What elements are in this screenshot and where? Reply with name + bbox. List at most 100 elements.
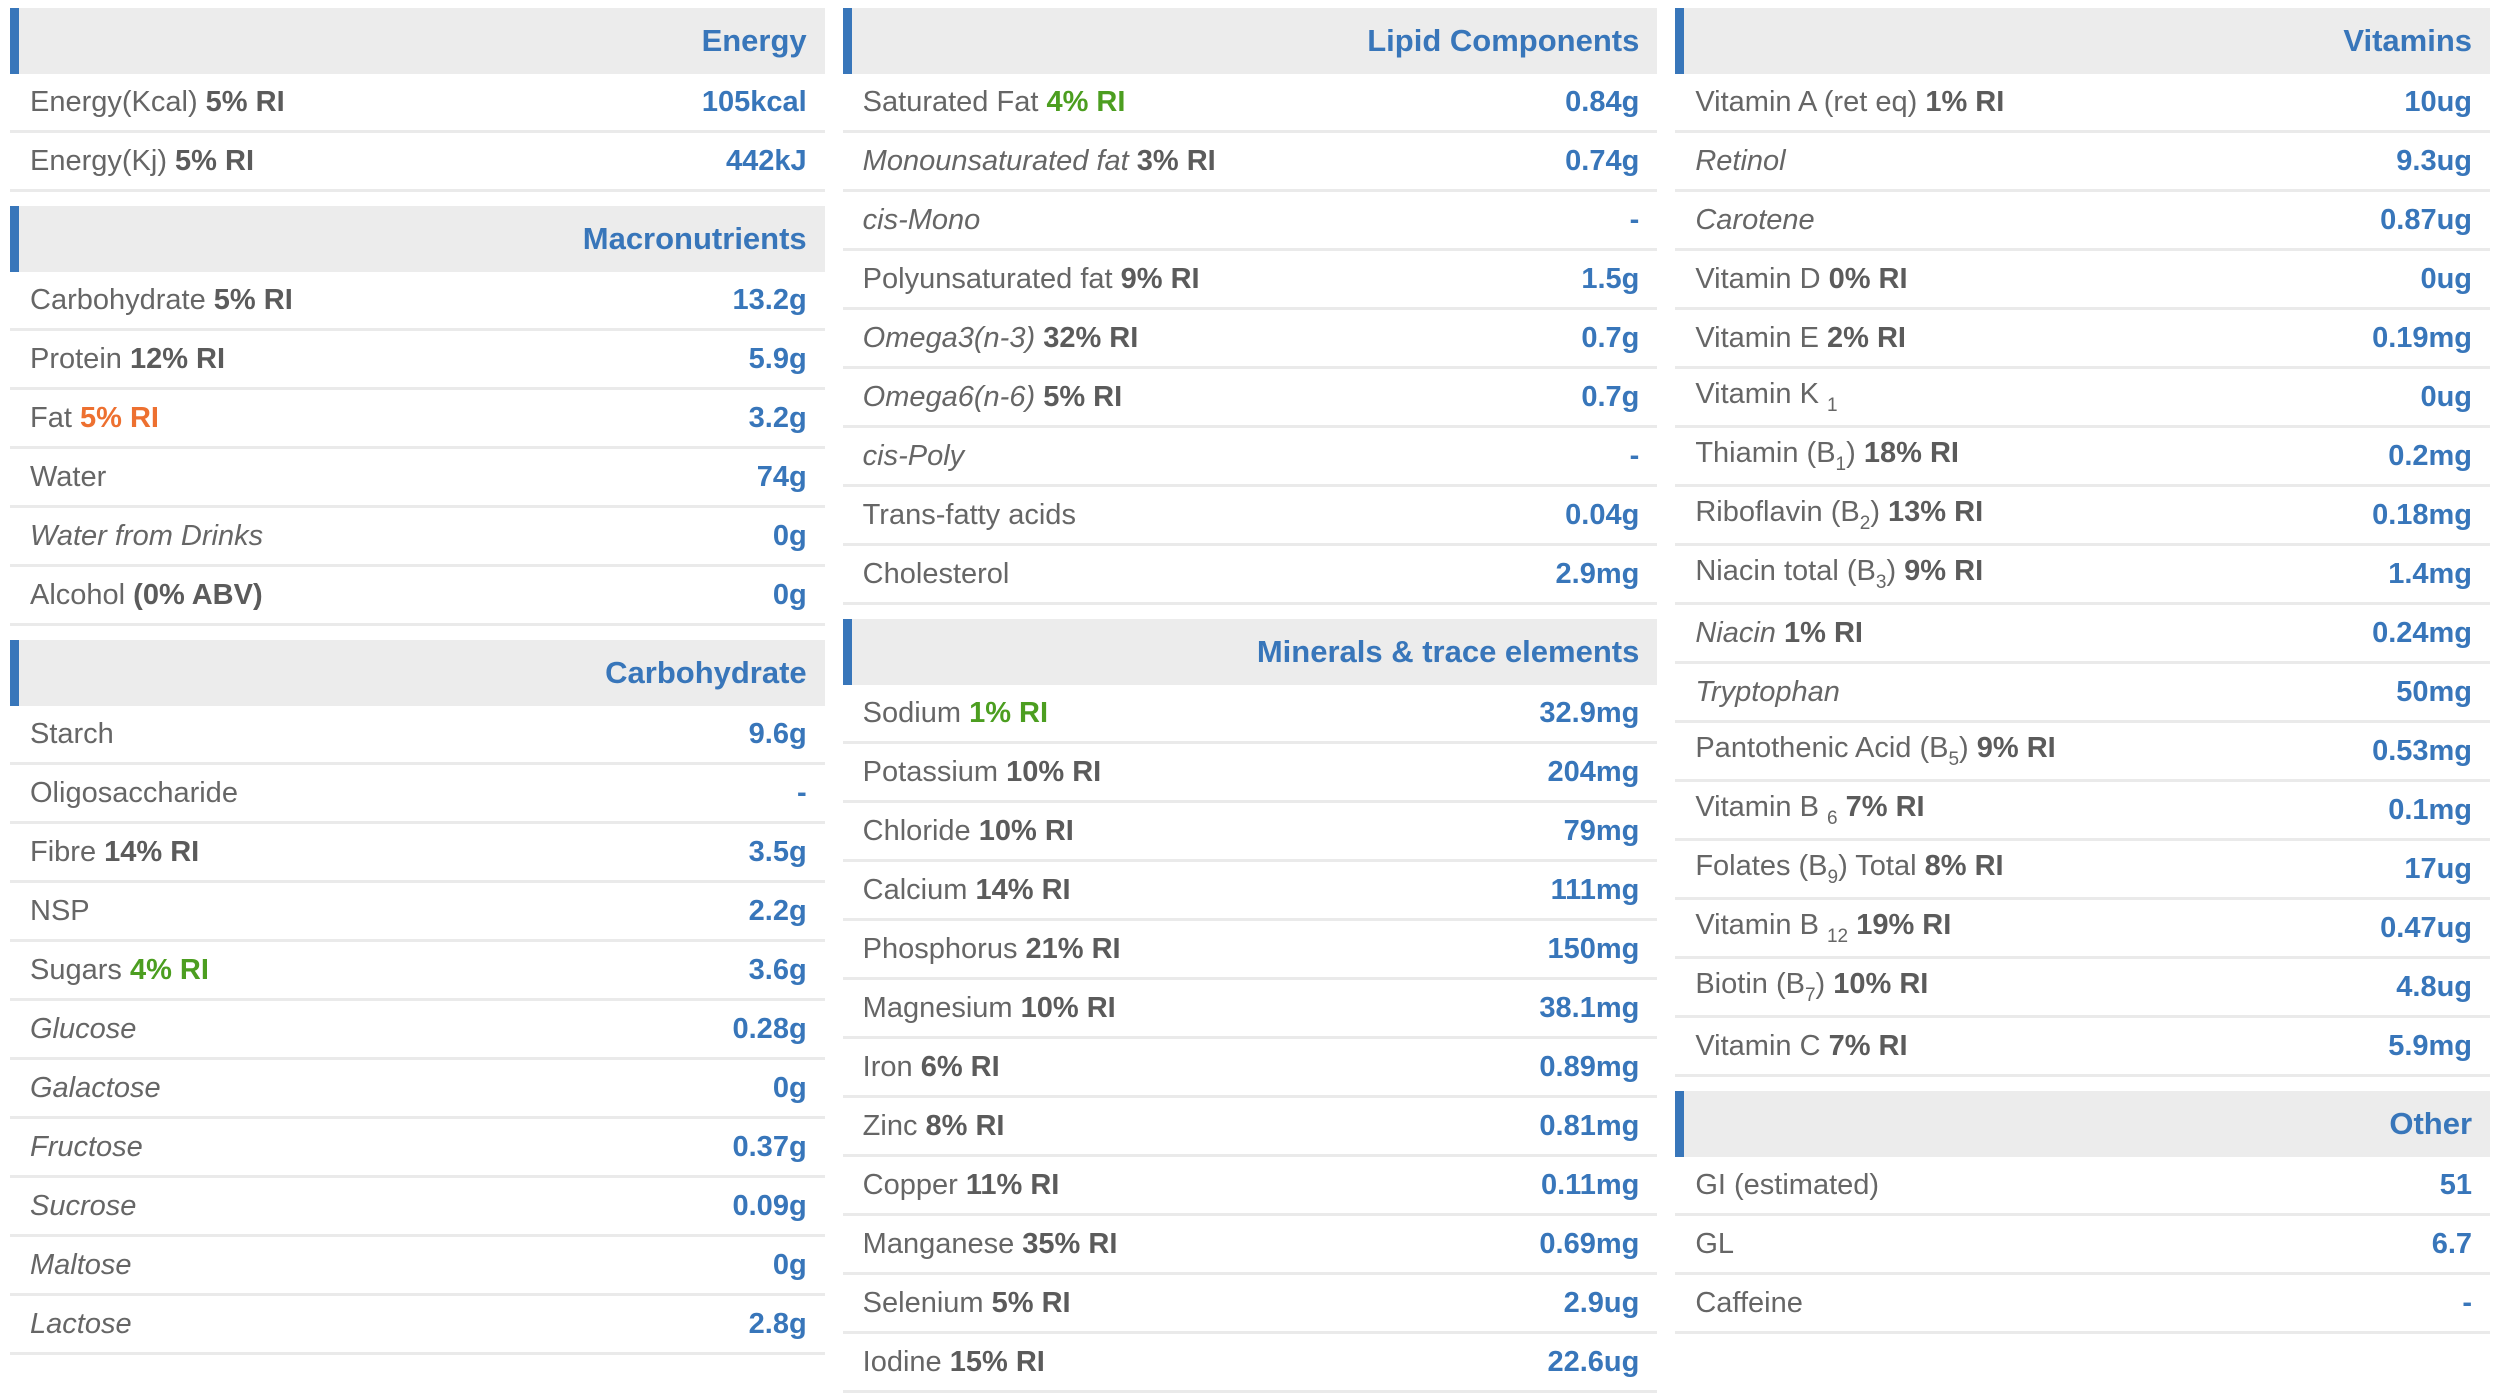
- row-value: 32.9mg: [1539, 696, 1640, 729]
- table-row: GI (estimated) 51: [1675, 1157, 2491, 1216]
- row-label: Vitamin B 6 7% RI: [1695, 790, 1925, 829]
- row-value: 0.84g: [1565, 85, 1640, 118]
- row-label: Thiamin (B1) 18% RI: [1695, 436, 1959, 475]
- row-label: Calcium 14% RI: [862, 873, 1071, 906]
- table-row: Vitamin D 0% RI 0ug: [1675, 251, 2491, 310]
- row-label: Pantothenic Acid (B5) 9% RI: [1695, 731, 2056, 770]
- row-label: Manganese 35% RI: [862, 1227, 1118, 1260]
- row-value: 0.2mg: [2388, 439, 2473, 472]
- table-row: Niacin 1% RI 0.24mg: [1675, 605, 2491, 664]
- table-row: Vitamin B 12 19% RI 0.47ug: [1675, 900, 2491, 959]
- table-row: Omega6(n-6) 5% RI 0.7g: [842, 369, 1658, 428]
- table-row: Energy(Kj) 5% RI 442kJ: [10, 133, 825, 192]
- row-label: Niacin total (B3) 9% RI: [1695, 554, 1984, 593]
- row-label: Vitamin E 2% RI: [1695, 321, 1906, 354]
- row-label: Zinc 8% RI: [862, 1109, 1005, 1142]
- row-label: Carotene: [1695, 203, 1815, 236]
- column-vitamins-other: Vitamins Vitamin A (ret eq) 1% RI 10ug Ret…: [1675, 8, 2491, 1394]
- row-label: Water from Drinks: [30, 519, 264, 552]
- table-row: GL 6.7: [1675, 1216, 2491, 1275]
- row-label: Biotin (B7) 10% RI: [1695, 967, 1929, 1006]
- section-title: Vitamins: [2343, 23, 2473, 58]
- table-row: Oligosaccharide -: [10, 765, 825, 824]
- row-label: Vitamin K 1: [1695, 377, 1838, 416]
- row-value: 2.8g: [748, 1307, 807, 1340]
- table-row: Chloride 10% RI 79mg: [842, 803, 1658, 862]
- row-label: cis-Poly: [862, 439, 965, 472]
- table-row: Manganese 35% RI 0.69mg: [842, 1216, 1658, 1275]
- section-header: Other: [1675, 1091, 2491, 1157]
- section-rows: Vitamin A (ret eq) 1% RI 10ug Retinol 9.3ug…: [1675, 74, 2491, 1077]
- row-value: 0.28g: [732, 1012, 807, 1045]
- table-row: Sodium 1% RI 32.9mg: [842, 685, 1658, 744]
- row-value: 2.9ug: [1563, 1286, 1640, 1319]
- row-label: Sugars 4% RI: [30, 953, 209, 986]
- row-label: Cholesterol: [862, 557, 1010, 590]
- row-label: Chloride 10% RI: [862, 814, 1074, 847]
- row-value: 5.9g: [748, 342, 807, 375]
- table-row: Folates (B9) Total 8% RI 17ug: [1675, 841, 2491, 900]
- row-label: Glucose: [30, 1012, 137, 1045]
- row-value: 3.2g: [748, 401, 807, 434]
- row-label: Sodium 1% RI: [862, 696, 1049, 729]
- table-row: Vitamin E 2% RI 0.19mg: [1675, 310, 2491, 369]
- row-value: 0g: [772, 578, 807, 611]
- table-row: Water from Drinks 0g: [10, 508, 825, 567]
- table-row: Tryptophan 50mg: [1675, 664, 2491, 723]
- table-row: Retinol 9.3ug: [1675, 133, 2491, 192]
- table-row: Iodine 15% RI 22.6ug: [842, 1334, 1658, 1393]
- table-row: Trans-fatty acids 0.04g: [842, 487, 1658, 546]
- section-other: Other GI (estimated) 51 GL 6.7 Caffeine -: [1675, 1091, 2491, 1334]
- table-row: Vitamin A (ret eq) 1% RI 10ug: [1675, 74, 2491, 133]
- section-header: Carbohydrate: [10, 640, 825, 706]
- section-header: Minerals & trace elements: [842, 619, 1658, 685]
- row-value: 1.5g: [1581, 262, 1640, 295]
- row-label: Vitamin D 0% RI: [1695, 262, 1908, 295]
- table-row: Water 74g: [10, 449, 825, 508]
- section-title: Minerals & trace elements: [1256, 634, 1640, 669]
- row-value: 4.8ug: [2396, 970, 2473, 1003]
- row-label: NSP: [30, 894, 90, 927]
- row-value: 0ug: [2420, 380, 2473, 413]
- row-label: Galactose: [30, 1071, 161, 1104]
- row-label: Vitamin B 12 19% RI: [1695, 908, 1952, 947]
- row-label: Water: [30, 460, 107, 493]
- row-label: Iron 6% RI: [862, 1050, 1000, 1083]
- section-title: Carbohydrate: [605, 655, 807, 690]
- row-label: Omega6(n-6) 5% RI: [862, 380, 1123, 413]
- row-value: 38.1mg: [1539, 991, 1640, 1024]
- row-value: 0.24mg: [2372, 616, 2473, 649]
- section-header: Lipid Components: [842, 8, 1658, 74]
- table-row: Pantothenic Acid (B5) 9% RI 0.53mg: [1675, 723, 2491, 782]
- section-rows: Sodium 1% RI 32.9mg Potassium 10% RI 204mg C…: [842, 685, 1658, 1393]
- row-value: 442kJ: [726, 144, 807, 177]
- table-row: Alcohol (0% ABV) 0g: [10, 567, 825, 626]
- row-value: 111mg: [1550, 873, 1640, 906]
- section-minerals: Minerals & trace elements Sodium 1% RI 32…: [842, 619, 1658, 1393]
- row-value: 0.04g: [1565, 498, 1640, 531]
- row-value: 13.2g: [732, 283, 807, 316]
- table-row: Carotene 0.87ug: [1675, 192, 2491, 251]
- row-label: Folates (B9) Total 8% RI: [1695, 849, 2004, 888]
- table-row: Calcium 14% RI 111mg: [842, 862, 1658, 921]
- row-value: 0ug: [2420, 262, 2473, 295]
- table-row: cis-Poly -: [842, 428, 1658, 487]
- table-row: Copper 11% RI 0.11mg: [842, 1157, 1658, 1216]
- row-label: Riboflavin (B2) 13% RI: [1695, 495, 1984, 534]
- row-value: 0.11mg: [1541, 1168, 1640, 1201]
- row-value: 0.1mg: [2388, 793, 2473, 826]
- table-row: Fat 5% RI 3.2g: [10, 390, 825, 449]
- row-label: Protein 12% RI: [30, 342, 226, 375]
- section-title: Other: [2389, 1106, 2473, 1141]
- row-value: -: [797, 776, 807, 809]
- table-row: Riboflavin (B2) 13% RI 0.18mg: [1675, 487, 2491, 546]
- table-row: Sugars 4% RI 3.6g: [10, 942, 825, 1001]
- table-row: Polyunsaturated fat 9% RI 1.5g: [842, 251, 1658, 310]
- row-value: 0g: [772, 1071, 807, 1104]
- row-label: Copper 11% RI: [862, 1168, 1060, 1201]
- row-value: 0.37g: [732, 1130, 807, 1163]
- section-header: Vitamins: [1675, 8, 2491, 74]
- row-label: GI (estimated): [1695, 1168, 1880, 1201]
- row-value: 204mg: [1547, 755, 1640, 788]
- section-rows: Saturated Fat 4% RI 0.84g Monounsaturated …: [842, 74, 1658, 605]
